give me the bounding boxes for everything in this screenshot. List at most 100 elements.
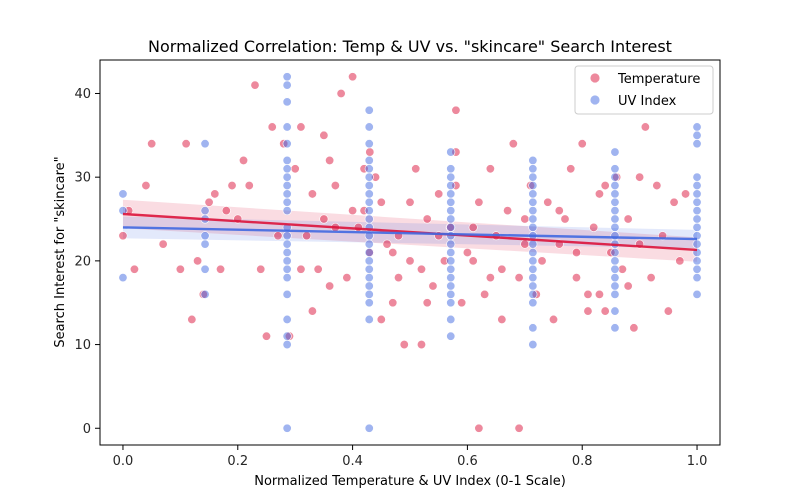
data-point <box>296 264 306 274</box>
data-point <box>141 181 151 191</box>
data-point <box>617 264 627 274</box>
data-point <box>446 222 456 232</box>
data-point <box>364 122 374 132</box>
data-point <box>200 231 210 241</box>
data-point <box>610 264 620 274</box>
axes-frame <box>99 59 721 446</box>
confidence-band <box>122 199 698 262</box>
data-point <box>528 239 538 249</box>
y-tick-label: 10 <box>74 338 91 353</box>
data-point <box>364 197 374 207</box>
data-point <box>376 197 386 207</box>
data-point <box>282 197 292 207</box>
data-point <box>652 181 662 191</box>
data-point <box>537 256 547 266</box>
data-point <box>571 273 581 283</box>
data-point <box>364 214 374 224</box>
data-point <box>610 256 620 266</box>
data-point <box>623 281 633 291</box>
data-point <box>485 164 495 174</box>
data-point <box>610 147 620 157</box>
data-point <box>364 172 374 182</box>
data-point <box>364 105 374 115</box>
data-point <box>446 273 456 283</box>
data-point <box>446 331 456 341</box>
data-point <box>282 314 292 324</box>
data-point <box>446 164 456 174</box>
data-point <box>528 222 538 232</box>
data-point <box>200 139 210 149</box>
data-point <box>446 147 456 157</box>
data-point <box>382 239 392 249</box>
data-point <box>508 139 518 149</box>
data-point <box>411 164 421 174</box>
data-point <box>446 248 456 258</box>
y-tick-label: 30 <box>74 171 91 186</box>
chart-title: Normalized Correlation: Temp & UV vs. "s… <box>148 37 672 56</box>
regression-line <box>122 226 698 241</box>
data-point <box>520 214 530 224</box>
data-point <box>675 256 685 266</box>
data-point <box>566 164 576 174</box>
data-point <box>528 155 538 165</box>
regression-line <box>122 212 698 252</box>
data-point <box>364 181 374 191</box>
y-tick-label: 0 <box>83 422 91 437</box>
data-point <box>457 298 467 308</box>
data-point <box>610 281 620 291</box>
data-point <box>610 214 620 224</box>
data-point <box>394 273 404 283</box>
data-point <box>227 181 237 191</box>
data-point <box>200 239 210 249</box>
data-point <box>446 197 456 207</box>
data-point <box>200 206 210 216</box>
data-point <box>600 306 610 316</box>
data-point <box>364 289 374 299</box>
x-tick-label: 0.8 <box>572 454 593 469</box>
data-point <box>692 181 702 191</box>
data-point <box>528 323 538 333</box>
data-point <box>256 264 266 274</box>
data-point <box>364 264 374 274</box>
data-point <box>663 306 673 316</box>
data-point <box>364 189 374 199</box>
data-point <box>610 222 620 232</box>
data-point <box>422 298 432 308</box>
data-point <box>204 197 214 207</box>
legend-marker-uv-index <box>589 94 601 106</box>
data-point <box>623 214 633 224</box>
data-point <box>221 206 231 216</box>
x-axis-label: Normalized Temperature & UV Index (0-1 S… <box>254 474 566 489</box>
data-point <box>646 273 656 283</box>
data-point <box>282 256 292 266</box>
data-point <box>640 122 650 132</box>
data-point <box>200 289 210 299</box>
data-point <box>514 423 524 433</box>
data-point <box>528 214 538 224</box>
data-point <box>528 181 538 191</box>
data-point <box>446 239 456 249</box>
data-point <box>528 256 538 266</box>
data-point <box>399 340 409 350</box>
y-tick-label: 20 <box>74 254 91 269</box>
data-point <box>313 264 323 274</box>
data-point <box>348 206 358 216</box>
data-point <box>610 181 620 191</box>
data-point <box>364 281 374 291</box>
data-point <box>147 139 157 149</box>
data-point <box>474 197 484 207</box>
data-point <box>462 248 472 258</box>
data-point <box>692 214 702 224</box>
data-point <box>364 248 374 258</box>
legend-box <box>574 65 714 115</box>
data-point <box>610 289 620 299</box>
data-point <box>446 314 456 324</box>
data-point <box>261 331 271 341</box>
data-point <box>610 197 620 207</box>
data-point <box>282 239 292 249</box>
data-point <box>282 264 292 274</box>
data-point <box>239 155 249 165</box>
data-point <box>336 88 346 98</box>
data-point <box>610 164 620 174</box>
legend-label-temperature: Temperature <box>617 72 700 87</box>
